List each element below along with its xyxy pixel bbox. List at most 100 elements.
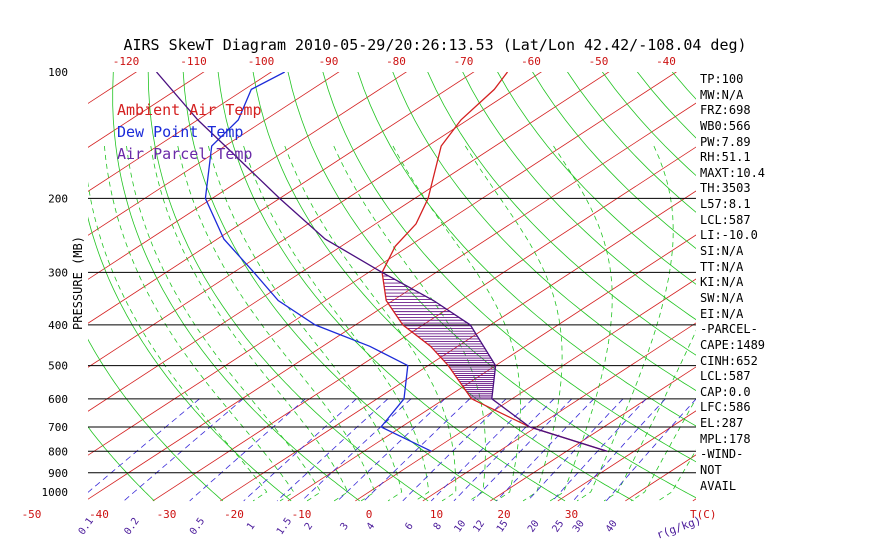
mixing-ratio-line	[402, 398, 507, 502]
chart-title: AIRS SkewT Diagram 2010-05-29/20:26:13.5…	[123, 36, 747, 54]
pressure-tick-label: 100	[48, 66, 68, 79]
mixing-ratio-line	[472, 398, 573, 502]
bottom-temperature-tick: 30	[565, 508, 578, 521]
dry-adiabat-line	[532, 72, 696, 249]
dry-adiabat-line	[88, 426, 155, 502]
stat-item: WB0:566	[700, 118, 751, 133]
legend-air-parcel-temp: Air Parcel Temp	[117, 145, 253, 163]
dry-adiabat-line	[147, 72, 429, 502]
isotherm-line	[88, 72, 677, 456]
isotherm-line	[88, 102, 696, 500]
bottom-temperature-tick: -50	[22, 508, 42, 521]
stat-item: SI:N/A	[700, 244, 744, 259]
isotherm-line	[152, 146, 696, 502]
mixing-ratio-label: 40	[604, 518, 620, 534]
stat-item: MW:N/A	[700, 87, 744, 102]
dry-adiabat-line	[287, 72, 696, 499]
top-temperature-tick: -110	[180, 55, 207, 68]
mixing-ratio-line	[363, 398, 471, 502]
dry-adiabat-line	[427, 72, 696, 356]
stat-item: LI:-10.0	[700, 228, 758, 243]
mixing-ratio-line	[337, 398, 446, 502]
dry-adiabat-line	[88, 338, 224, 502]
bottom-temperature-tick: -20	[224, 508, 244, 521]
pressure-tick-label: 900	[48, 467, 68, 480]
pressure-lines	[88, 197, 696, 474]
isotherm-line	[355, 278, 696, 502]
dry-adiabat-line	[759, 53, 870, 501]
top-temperature-tick: -80	[386, 55, 406, 68]
stat-item: AVAIL	[700, 478, 737, 493]
stat-item: TH:3503	[700, 181, 751, 196]
series-line-parcel	[156, 72, 608, 452]
dry-adiabat-line	[861, 53, 870, 501]
mixing-ratio-label: 12	[471, 518, 487, 534]
mixing-ratio-label: 0.5	[188, 516, 207, 537]
mixing-ratio-label: 10	[452, 518, 468, 534]
profile-lines	[156, 72, 608, 452]
pressure-tick-label: 1000	[42, 486, 69, 499]
stat-item: TP:100	[700, 72, 744, 86]
pressure-tick-label: 700	[48, 421, 68, 434]
legend-dew-point-temp: Dew Point Temp	[117, 123, 244, 141]
mixing-ratio-line	[189, 398, 306, 502]
dry-adiabat-line	[462, 72, 696, 321]
isotherm-line	[88, 72, 610, 412]
stat-item: LFC:586	[700, 400, 751, 415]
bottom-temperature-tick: 20	[497, 508, 510, 521]
mixing-ratio-line	[276, 398, 389, 502]
isotherm-line	[88, 72, 407, 280]
dry-adiabat-line	[793, 53, 870, 501]
stat-item: MPL:178	[700, 431, 751, 446]
stat-item: FRZ:698	[700, 103, 751, 118]
stat-item: TT:N/A	[700, 259, 744, 274]
stat-item: -PARCEL-	[700, 322, 758, 337]
mixing-ratio-label: 0.2	[122, 516, 141, 537]
series-line-dewpoint	[204, 72, 432, 452]
stat-item: LCL:587	[700, 369, 751, 384]
mixing-ratio-line	[430, 398, 534, 502]
top-temperature-tick: -40	[656, 55, 676, 68]
isotherm-line	[88, 72, 340, 236]
isotherm-line	[88, 72, 272, 192]
isotherm-line	[88, 72, 542, 368]
axis-labels: 1002003004005006007008009001000PRESSURE …	[22, 55, 717, 542]
dry-adiabat-line	[392, 72, 696, 392]
isotherm-line	[422, 322, 696, 502]
isotherm-line	[0, 63, 16, 501]
mixing-ratio-line	[552, 398, 647, 502]
mixing-ratio-label: 4	[365, 521, 377, 532]
isotherm-line	[557, 410, 696, 502]
stat-item: LCL:587	[700, 212, 751, 227]
stat-item: MAXT:10.4	[700, 165, 766, 180]
bottom-temperature-tick: -40	[89, 508, 109, 521]
pressure-tick-label: 600	[48, 393, 68, 406]
stat-item: KI:N/A	[700, 275, 744, 290]
mixing-ratio-line	[527, 398, 624, 502]
mixing-ratio-line	[453, 398, 555, 502]
stat-item: CINH:652	[700, 353, 758, 368]
top-temperature-tick: -50	[589, 55, 609, 68]
mixing-ratio-label: 1	[245, 521, 257, 532]
isotherm-line	[287, 234, 696, 502]
pressure-tick-label: 300	[48, 266, 68, 279]
stat-item: RH:51.1	[700, 150, 751, 165]
legend-ambient-air-temp: Ambient Air Temp	[117, 101, 262, 119]
isotherm-line	[88, 72, 205, 148]
stat-item: PW:7.89	[700, 134, 751, 149]
mixing-ratio-line	[123, 398, 244, 502]
dry-adiabat-line	[182, 72, 497, 502]
stat-item: SW:N/A	[700, 290, 744, 305]
stat-item: EL:287	[700, 416, 744, 431]
bottom-temperature-tick: -30	[157, 508, 177, 521]
dry-adiabat-line	[497, 72, 696, 285]
y-axis-title: PRESSURE (MB)	[71, 236, 85, 330]
stat-item: CAP:0.0	[700, 384, 751, 399]
top-temperature-tick: -120	[113, 55, 140, 68]
cape-hatching	[382, 275, 496, 400]
stat-item: L57:8.1	[700, 197, 751, 212]
dry-adiabat-line	[827, 53, 870, 501]
stats-panel: TP:100 MW:N/A FRZ:698 WB0:566 PW:7.89 RH…	[700, 72, 765, 494]
mixing-ratio-line	[496, 398, 595, 502]
